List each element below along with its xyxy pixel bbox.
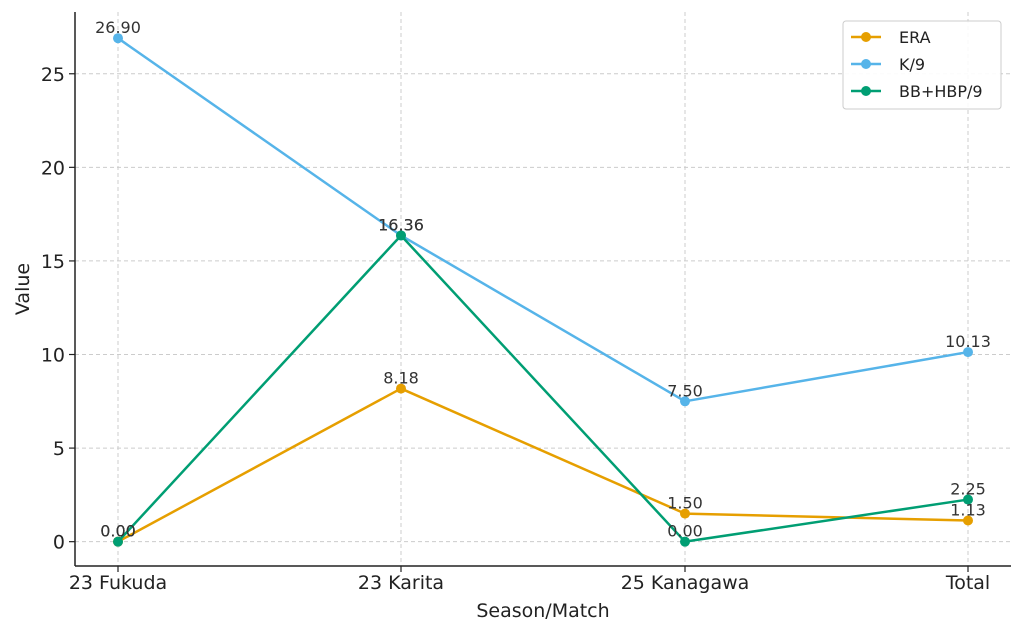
data-label-k-9: 16.36 bbox=[378, 215, 424, 234]
data-point-bb-hbp-9 bbox=[113, 536, 123, 547]
legend-label-bb-hbp-9: BB+HBP/9 bbox=[899, 82, 983, 101]
legend-box bbox=[842, 20, 1002, 110]
y-tick-label: 25 bbox=[41, 64, 65, 86]
legend: ERA K/9 BB+HBP/9 bbox=[842, 20, 1002, 110]
data-label-era: 1.13 bbox=[950, 501, 986, 520]
data-label-k-9: 7.50 bbox=[667, 381, 703, 400]
legend-label-k-9: K/9 bbox=[899, 55, 925, 74]
series-line-k-9 bbox=[117, 37, 969, 403]
data-labels: 0.008.181.50 1.1326.9016.367.5010.130.001… bbox=[95, 18, 991, 540]
series-layer bbox=[113, 33, 973, 547]
y-tick-label: 10 bbox=[41, 345, 65, 367]
data-label-bb-hbp-9: 16.36 bbox=[378, 215, 424, 234]
legend-marker-k-9 bbox=[861, 59, 871, 69]
data-label-era: 0.00 bbox=[100, 522, 136, 541]
data-point-era bbox=[680, 508, 690, 519]
data-label-k-9: 26.90 bbox=[95, 18, 141, 37]
data-point-bb-hbp-9 bbox=[680, 536, 690, 547]
series-line-bb-hbp-9 bbox=[117, 234, 969, 543]
legend-label-era: ERA bbox=[899, 28, 931, 47]
x-tick-label: 25 Kanagawa bbox=[621, 572, 750, 594]
data-point-era bbox=[396, 383, 406, 394]
y-tick-label: 15 bbox=[41, 251, 65, 273]
y-tick-label: 5 bbox=[53, 438, 65, 460]
data-point-k-9 bbox=[680, 396, 690, 407]
y-tick-label: 20 bbox=[41, 157, 65, 179]
data-point-bb-hbp-9 bbox=[963, 494, 973, 505]
data-point-k-9 bbox=[963, 347, 973, 358]
legend-marker-bb-hbp-9 bbox=[861, 86, 871, 96]
data-label-era: 8.18 bbox=[383, 369, 419, 388]
series-line-era bbox=[117, 387, 969, 543]
x-tick-label: 23 Fukuda bbox=[69, 572, 167, 594]
data-point-era bbox=[963, 515, 973, 526]
data-label-bb-hbp-9: 0.00 bbox=[100, 522, 136, 541]
axes: 0 5 10 15 20 25 23 Fukuda 23 Karita 25 Kanagawa T… bbox=[41, 12, 1011, 594]
x-tick-label: Total bbox=[945, 572, 990, 594]
data-label-bb-hbp-9: 2.25 bbox=[950, 480, 986, 499]
data-label-bb-hbp-9: 0.00 bbox=[667, 522, 703, 541]
data-point-k-9 bbox=[113, 33, 123, 44]
data-label-era: 1.50 bbox=[667, 494, 703, 513]
data-point-bb-hbp-9 bbox=[396, 230, 406, 241]
x-tick-label: 23 Karita bbox=[358, 572, 444, 594]
y-axis-title: Value bbox=[12, 263, 34, 315]
legend-marker-era bbox=[861, 32, 871, 42]
x-axis-title: Season/Match bbox=[476, 600, 609, 622]
data-label-k-9: 10.13 bbox=[945, 332, 991, 351]
y-tick-label: 0 bbox=[53, 532, 65, 554]
